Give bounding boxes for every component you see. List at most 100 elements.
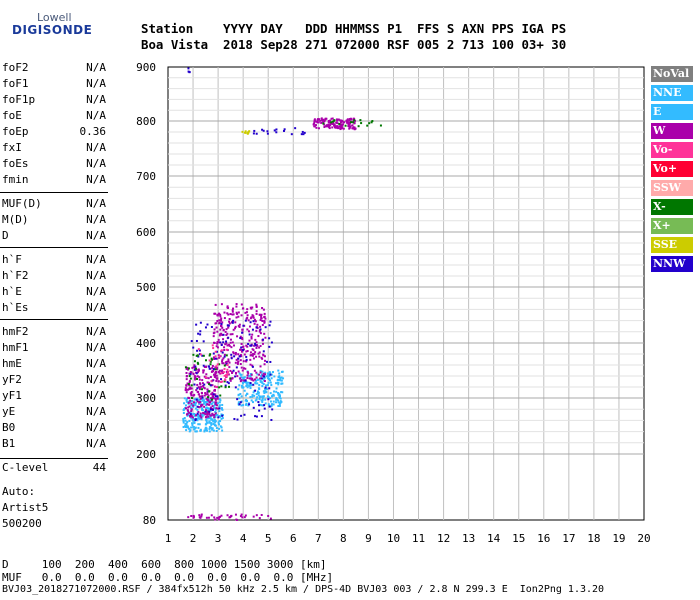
data-point <box>270 405 273 408</box>
data-point <box>280 391 283 394</box>
data-point <box>189 392 192 395</box>
data-point <box>195 354 198 357</box>
data-point <box>208 367 211 370</box>
data-point <box>216 366 219 369</box>
data-point <box>252 132 255 135</box>
data-point <box>201 354 204 357</box>
data-point <box>189 399 192 402</box>
data-point <box>341 126 344 129</box>
data-point <box>351 127 354 130</box>
data-point <box>270 373 273 376</box>
data-point <box>218 398 221 401</box>
data-point <box>245 350 248 353</box>
data-point <box>275 128 278 131</box>
data-point <box>280 376 283 379</box>
data-point <box>338 125 341 128</box>
data-point <box>235 366 238 369</box>
data-point <box>366 124 369 127</box>
data-point <box>225 373 228 376</box>
data-point <box>232 351 235 354</box>
data-point <box>266 372 269 375</box>
data-point <box>190 410 193 413</box>
data-point <box>251 401 254 404</box>
legend-item: NNW <box>651 256 693 272</box>
data-point <box>202 340 205 343</box>
data-point <box>271 408 274 411</box>
data-point <box>207 399 210 402</box>
data-point <box>214 518 217 521</box>
data-point <box>247 381 250 384</box>
param-value: N/A <box>86 229 106 242</box>
data-point <box>242 360 245 363</box>
param-label: hmF1 <box>2 341 29 354</box>
x-tick-label: 10 <box>387 532 400 545</box>
data-point <box>277 404 280 407</box>
data-point <box>253 318 256 321</box>
data-point <box>216 363 219 366</box>
y-tick-label: 200 <box>136 448 156 461</box>
data-point <box>253 322 256 325</box>
data-point <box>322 122 325 125</box>
data-point <box>322 121 325 124</box>
data-point <box>188 375 191 378</box>
param-row-group1-5: fxI N/A <box>2 140 106 155</box>
header-values: Boa Vista 2018 Sep28 271 072000 RSF 005 … <box>141 37 567 52</box>
data-point <box>241 338 244 341</box>
param-label: C-level <box>2 461 49 474</box>
param-label: hmE <box>2 357 22 370</box>
param-label: B1 <box>2 437 16 450</box>
data-point <box>195 430 198 433</box>
data-point <box>213 373 216 376</box>
data-point <box>275 390 278 393</box>
data-point <box>232 319 235 322</box>
data-point <box>258 373 261 376</box>
data-point <box>324 125 327 128</box>
data-point <box>218 356 221 359</box>
param-row-group4-1: hmF1 N/A <box>2 340 106 355</box>
data-point <box>185 407 188 410</box>
data-point <box>242 324 245 327</box>
data-point <box>239 362 242 365</box>
data-point <box>229 379 232 382</box>
param-row-group1-0: foF2 N/A <box>2 60 106 75</box>
data-point <box>278 372 281 375</box>
data-point <box>195 339 198 342</box>
data-point <box>214 350 217 353</box>
data-point <box>195 398 198 401</box>
data-point <box>212 332 215 335</box>
param-value: N/A <box>86 301 106 314</box>
data-point <box>224 386 227 389</box>
x-tick-label: 13 <box>462 532 475 545</box>
data-point <box>239 353 242 356</box>
x-tick-label: 6 <box>290 532 297 545</box>
data-point <box>224 361 227 364</box>
data-point <box>190 340 193 343</box>
data-point <box>232 328 235 331</box>
param-value: 44 <box>92 461 106 474</box>
data-point <box>199 321 202 324</box>
data-point <box>238 384 241 387</box>
data-point <box>218 334 221 337</box>
data-point <box>200 392 203 395</box>
data-point <box>236 312 239 315</box>
data-point <box>231 310 234 313</box>
data-point <box>230 353 233 356</box>
data-point <box>198 399 201 402</box>
param-row-group3-3: h`Es N/A <box>2 300 106 315</box>
data-point <box>190 384 193 387</box>
data-point <box>197 362 200 365</box>
data-point <box>198 414 201 417</box>
data-point <box>222 341 225 344</box>
data-point <box>249 358 252 361</box>
data-point <box>197 410 200 413</box>
data-point <box>251 306 254 309</box>
data-point <box>201 398 204 401</box>
data-point <box>248 325 251 328</box>
data-point <box>187 67 190 70</box>
data-point <box>252 320 255 323</box>
data-point <box>336 119 339 122</box>
data-point <box>323 123 326 126</box>
data-point <box>240 342 243 345</box>
data-point <box>205 406 208 409</box>
data-point <box>279 401 282 404</box>
